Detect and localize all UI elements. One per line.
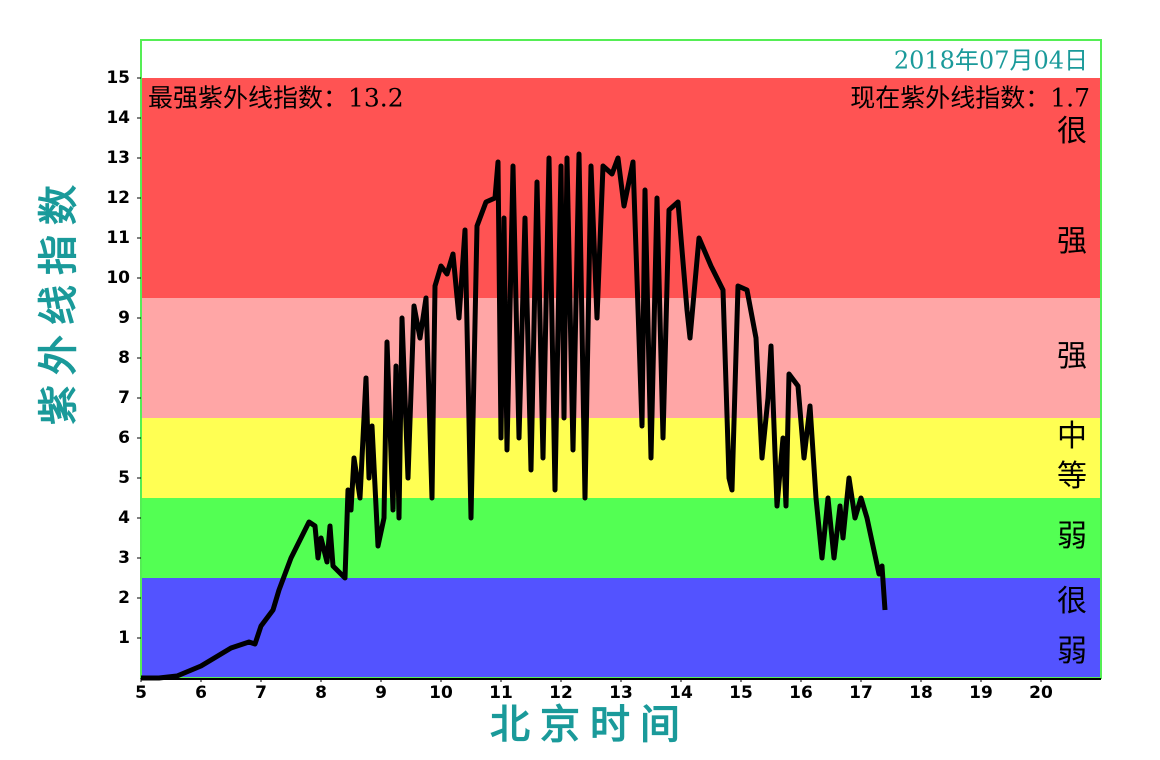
uv-band (141, 418, 1101, 498)
x-tick-label: 14 (669, 683, 693, 703)
band-label: 弱 (1057, 519, 1087, 554)
x-tick-label: 17 (849, 683, 873, 703)
uv-band (141, 298, 1101, 418)
x-tick-label: 12 (549, 683, 573, 703)
x-tick-label: 18 (909, 683, 933, 703)
date: 2018年07月04日 (894, 47, 1088, 75)
y-tick-label: 5 (118, 468, 130, 488)
uv-band (141, 498, 1101, 578)
x-tick-label: 7 (255, 683, 267, 703)
y-tick-label: 8 (118, 348, 130, 368)
y-tick-label: 12 (106, 188, 130, 208)
y-tick-label: 2 (118, 588, 130, 608)
y-tick-label: 10 (106, 268, 130, 288)
x-tick-label: 19 (969, 683, 993, 703)
y-tick-label: 7 (118, 388, 130, 408)
y-tick-label: 13 (106, 148, 130, 168)
band-label: 很强 (1057, 114, 1087, 259)
y-tick-label: 6 (118, 428, 130, 448)
x-tick-label: 10 (429, 683, 453, 703)
y-tick-label: 11 (106, 228, 130, 248)
x-tick-label: 16 (789, 683, 813, 703)
x-axis-label: 北京时间 (490, 701, 690, 748)
x-tick-label: 15 (729, 683, 753, 703)
x-tick-label: 20 (1029, 683, 1053, 703)
x-tick-label: 8 (315, 683, 327, 703)
x-tick-label: 9 (375, 683, 387, 703)
uv-line (141, 151, 888, 681)
x-tick-label: 6 (195, 683, 207, 703)
y-tick-label: 14 (106, 108, 130, 128)
y-tick-label: 3 (118, 548, 130, 568)
y-axis-label: 紫外线指数 (35, 175, 82, 425)
y-tick-label: 15 (106, 68, 130, 88)
x-tick-label: 11 (489, 683, 513, 703)
band-label: 强 (1057, 339, 1087, 374)
y-tick-label: 9 (118, 308, 130, 328)
uv-band (141, 578, 1101, 678)
current-uv: 现在紫外线指数：1.7 (850, 84, 1090, 113)
band-label: 中等 (1057, 419, 1087, 494)
x-tick-label: 13 (609, 683, 633, 703)
max-uv: 最强紫外线指数：13.2 (148, 84, 404, 113)
y-tick-label: 4 (118, 508, 130, 528)
y-tick-label: 1 (118, 628, 130, 648)
band-label: 很弱 (1057, 584, 1087, 669)
x-tick-label: 5 (135, 683, 147, 703)
